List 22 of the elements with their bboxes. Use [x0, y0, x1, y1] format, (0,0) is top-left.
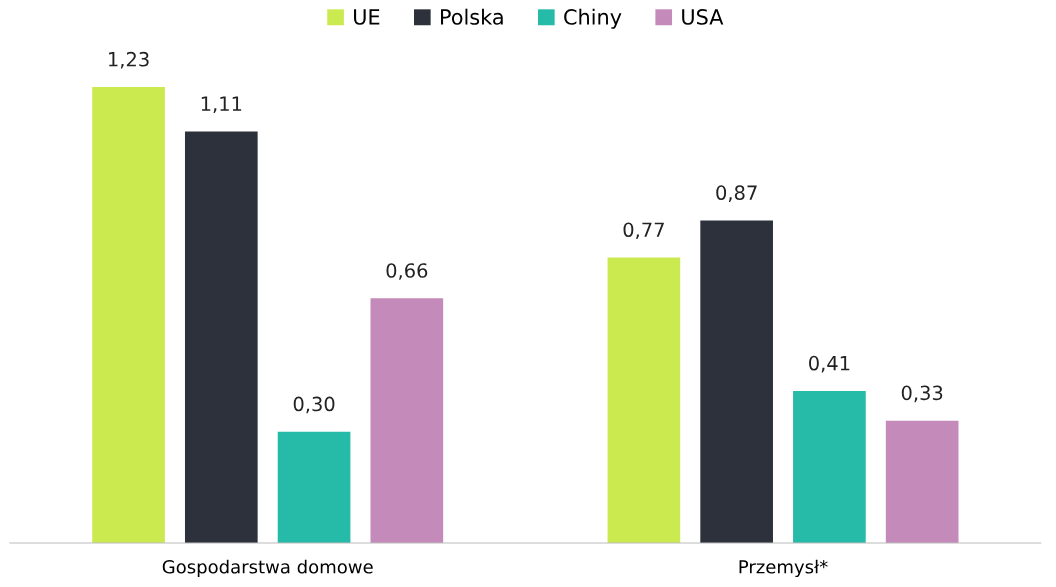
data-label: 0,77	[623, 222, 664, 240]
data-label: 0,41	[809, 355, 850, 373]
data-label: 0,66	[386, 263, 428, 280]
data-label: 0,33	[901, 385, 943, 403]
legend-label: Polska	[441, 8, 503, 25]
bar	[277, 431, 351, 543]
bar	[793, 390, 866, 543]
bar	[885, 420, 959, 543]
data-label: 1,11	[201, 96, 242, 114]
legend-label: UE	[354, 9, 380, 25]
legend-label: Chiny	[564, 8, 622, 29]
x-tick-label: Przemysł*	[739, 559, 828, 578]
bar	[700, 220, 773, 543]
x-tick-label: Gospodarstwa domowe	[162, 559, 373, 578]
bar	[184, 131, 258, 543]
data-label: 1,23	[109, 51, 149, 69]
bar	[370, 298, 444, 543]
data-label: 0,87	[716, 185, 757, 203]
bar	[92, 87, 165, 543]
data-label: 0,30	[293, 396, 335, 414]
legend-label: USA	[682, 9, 724, 25]
bar	[607, 257, 681, 543]
